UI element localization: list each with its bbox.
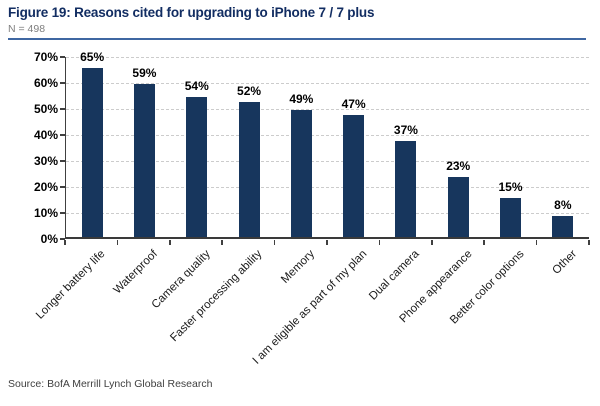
y-tick-label: 50% bbox=[33, 102, 58, 116]
y-tick-label: 20% bbox=[33, 180, 58, 194]
bar bbox=[186, 96, 208, 237]
bar-value-label: 37% bbox=[393, 122, 418, 137]
y-tick-label: 0% bbox=[40, 232, 58, 246]
bar-value-label: 52% bbox=[237, 83, 262, 98]
bar-slot: 37% bbox=[380, 57, 432, 237]
bar-slot: 15% bbox=[484, 57, 536, 237]
x-tick-mark bbox=[588, 240, 590, 245]
y-tick-mark bbox=[60, 56, 65, 58]
figure-title: Figure 19: Reasons cited for upgrading t… bbox=[8, 5, 375, 20]
x-category-label: Memory bbox=[279, 248, 318, 286]
x-tick-mark bbox=[116, 240, 119, 245]
x-axis-ticks bbox=[64, 240, 590, 245]
bar-value-label: 49% bbox=[289, 91, 314, 106]
y-tick-label: 30% bbox=[33, 154, 58, 168]
y-axis-labels: 0% 10% 20% 30% 40% 50% 60% 70% bbox=[8, 0, 58, 406]
bar-slot: 54% bbox=[171, 57, 223, 237]
bar bbox=[395, 140, 417, 237]
bar-value-label: 54% bbox=[184, 78, 209, 93]
y-tick-label: 40% bbox=[33, 128, 58, 142]
x-category-label: Waterproof bbox=[111, 248, 161, 297]
y-tick-label: 60% bbox=[33, 76, 58, 90]
gridline bbox=[66, 57, 589, 58]
bar-value-label: 59% bbox=[132, 65, 157, 80]
y-tick-mark bbox=[60, 82, 65, 84]
bar-slots: 65% 59% 54% 52% 49% 47% 37% 23% 15% 8% bbox=[66, 51, 589, 237]
bar-slot: 52% bbox=[223, 57, 275, 237]
x-tick-mark bbox=[378, 240, 381, 245]
x-tick-mark bbox=[221, 240, 223, 245]
x-tick-mark bbox=[169, 240, 171, 245]
bar-value-label: 23% bbox=[446, 159, 471, 174]
bar-slot: 23% bbox=[432, 57, 484, 237]
gridline bbox=[66, 187, 589, 188]
bar-value-label: 8% bbox=[554, 198, 572, 213]
bar bbox=[552, 216, 574, 237]
x-category-label: I am eligible as part of my plan bbox=[250, 248, 370, 367]
y-tick-label: 70% bbox=[33, 50, 58, 64]
bar bbox=[447, 177, 469, 237]
y-tick-label: 10% bbox=[33, 206, 58, 220]
bar-slot: 8% bbox=[537, 57, 589, 237]
gridline bbox=[66, 83, 589, 84]
y-tick-mark bbox=[60, 108, 65, 110]
x-category-label: Dual camera bbox=[367, 248, 423, 303]
bar-slot: 65% bbox=[66, 51, 118, 237]
bar-value-label: 65% bbox=[80, 50, 105, 64]
bar bbox=[238, 101, 260, 237]
bar-slot: 49% bbox=[275, 57, 327, 237]
x-tick-mark bbox=[483, 240, 485, 245]
y-tick-mark bbox=[60, 212, 65, 214]
header-divider bbox=[8, 38, 586, 40]
x-category-label: Faster processing ability bbox=[168, 248, 265, 345]
x-tick-mark bbox=[535, 240, 538, 245]
bar-slot: 59% bbox=[118, 57, 170, 237]
x-category-label: Other bbox=[550, 248, 580, 277]
bar bbox=[290, 109, 312, 237]
bar bbox=[133, 83, 155, 237]
gridline bbox=[66, 213, 589, 214]
y-tick-mark bbox=[60, 134, 65, 136]
bar bbox=[500, 198, 522, 237]
y-axis-ticks bbox=[60, 56, 65, 240]
y-tick-mark bbox=[60, 238, 65, 240]
y-tick-mark bbox=[60, 186, 65, 188]
bar bbox=[81, 68, 103, 237]
sample-size-label: N = 498 bbox=[8, 23, 46, 35]
bar-slot: 47% bbox=[327, 57, 379, 237]
bar bbox=[343, 114, 365, 237]
x-axis-labels: Longer battery life Waterproof Camera qual… bbox=[34, 243, 589, 373]
chart-header: Figure 19: Reasons cited for upgrading t… bbox=[8, 5, 586, 35]
x-tick-mark bbox=[273, 240, 276, 245]
x-tick-mark bbox=[431, 240, 433, 245]
gridline bbox=[66, 135, 589, 136]
y-tick-mark bbox=[60, 160, 65, 162]
x-tick-mark bbox=[64, 240, 66, 245]
gridline bbox=[66, 161, 589, 162]
x-tick-mark bbox=[326, 240, 328, 245]
plot-area: 65% 59% 54% 52% 49% 47% 37% 23% 15% 8% bbox=[65, 51, 589, 239]
source-note: Source: BofA Merrill Lynch Global Resear… bbox=[8, 378, 213, 390]
gridline bbox=[66, 109, 589, 110]
bar-value-label: 47% bbox=[341, 96, 366, 111]
bar-value-label: 15% bbox=[498, 180, 523, 194]
